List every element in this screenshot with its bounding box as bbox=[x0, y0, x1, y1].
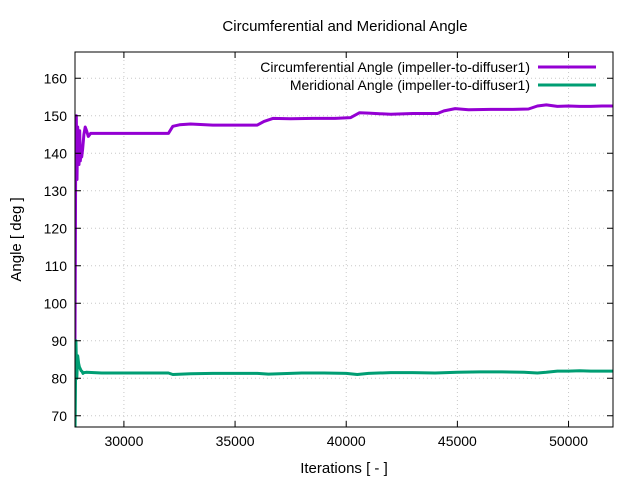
y-tick-label: 150 bbox=[44, 108, 68, 124]
series-line-2 bbox=[75, 339, 613, 427]
series-layer bbox=[75, 103, 613, 427]
series-line-1 bbox=[75, 103, 613, 341]
y-tick-label: 130 bbox=[44, 183, 68, 199]
grid bbox=[75, 52, 613, 427]
x-tick-label: 40000 bbox=[327, 433, 366, 449]
x-tick-label: 30000 bbox=[104, 433, 143, 449]
y-tick-label: 120 bbox=[44, 220, 68, 236]
x-tick-label: 45000 bbox=[438, 433, 477, 449]
y-tick-label: 160 bbox=[44, 70, 68, 86]
ticks: 70 80 90 100 110 120 130 140 150 160 30000 35000 400… bbox=[44, 52, 613, 449]
y-axis-label: Angle [ deg ] bbox=[8, 197, 25, 281]
y-tick-label: 70 bbox=[51, 408, 67, 424]
x-axis-label: Iterations [ - ] bbox=[300, 460, 388, 477]
y-tick-label: 140 bbox=[44, 145, 68, 161]
legend: Circumferential Angle (impeller-to-diffu… bbox=[260, 59, 596, 93]
legend-label-1: Circumferential Angle (impeller-to-diffu… bbox=[260, 59, 530, 75]
x-tick-label: 35000 bbox=[216, 433, 255, 449]
legend-label-2: Meridional Angle (impeller-to-diffuser1) bbox=[290, 77, 530, 93]
x-tick-label: 50000 bbox=[549, 433, 588, 449]
y-tick-label: 90 bbox=[51, 333, 67, 349]
plot-frame bbox=[74, 51, 614, 428]
y-tick-label: 100 bbox=[44, 295, 68, 311]
chart-title: Circumferential and Meridional Angle bbox=[222, 18, 467, 35]
y-tick-label: 80 bbox=[51, 370, 67, 386]
y-tick-label: 110 bbox=[45, 258, 68, 274]
